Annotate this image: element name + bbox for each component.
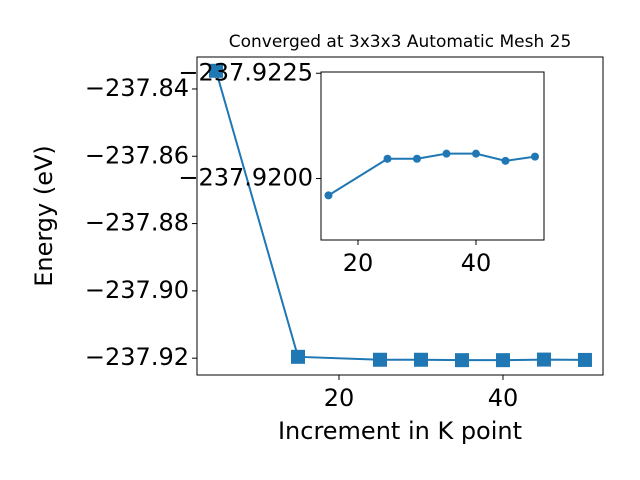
axes-frame — [320, 71, 545, 241]
x-axis-label: Increment in K point — [278, 417, 522, 445]
y-tick-label: −237.86 — [85, 141, 189, 169]
marker — [324, 191, 333, 200]
chart-title: Converged at 3x3x3 Automatic Mesh 25 — [229, 32, 572, 52]
marker — [471, 149, 480, 158]
marker — [501, 156, 510, 165]
y-axis-label: Energy (eV) — [30, 145, 58, 287]
y-tick-label: −237.88 — [85, 209, 189, 237]
marker — [530, 152, 539, 161]
marker — [291, 349, 306, 364]
marker — [454, 353, 469, 368]
marker — [536, 352, 551, 367]
x-tick-label: 20 — [324, 384, 355, 412]
y-tick-label: −237.9225 — [178, 58, 313, 86]
marker — [577, 352, 592, 367]
y-tick-label: −237.84 — [85, 74, 189, 102]
x-tick-label: 20 — [343, 249, 374, 277]
marker — [412, 154, 421, 163]
y-tick-label: −237.92 — [85, 343, 189, 371]
marker — [495, 353, 510, 368]
marker — [413, 352, 428, 367]
axes-frame — [196, 56, 604, 376]
marker — [442, 149, 451, 158]
marker — [209, 63, 224, 78]
x-tick-label: 40 — [488, 384, 519, 412]
y-tick-label: −237.90 — [85, 276, 189, 304]
marker — [372, 352, 387, 367]
y-tick-label: −237.9200 — [178, 164, 313, 192]
marker — [383, 154, 392, 163]
x-tick-label: 40 — [461, 249, 492, 277]
